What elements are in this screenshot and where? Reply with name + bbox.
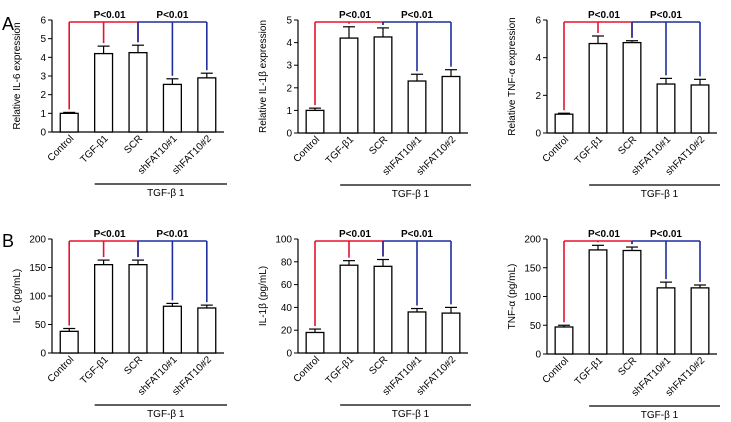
bar xyxy=(622,41,642,134)
y-tick-label: 6 xyxy=(40,16,46,27)
significance-label: P<0.01 xyxy=(339,10,371,21)
bar xyxy=(588,249,608,355)
bar xyxy=(554,113,574,134)
y-tick-label: 80 xyxy=(281,257,293,268)
bar xyxy=(197,77,217,133)
bar xyxy=(339,264,359,354)
bar xyxy=(305,331,325,354)
significance-label: P<0.01 xyxy=(588,10,620,21)
significance-label: P<0.01 xyxy=(94,10,126,21)
bar xyxy=(197,307,217,354)
bar xyxy=(339,37,359,134)
y-axis-label: Relative TNF-α expression xyxy=(507,17,518,135)
bar xyxy=(373,265,393,354)
bar xyxy=(588,42,608,134)
y-tick-label: 3 xyxy=(286,61,292,72)
group-label: TGF-β 1 xyxy=(641,410,679,421)
bar xyxy=(407,311,427,354)
y-tick-label: 4 xyxy=(286,38,292,49)
bar xyxy=(59,330,79,354)
y-tick-label: 150 xyxy=(29,263,46,274)
y-axis-label: IL-6 (pg/mL) xyxy=(12,269,23,323)
significance-label: P<0.01 xyxy=(650,10,682,21)
significance-label: P<0.01 xyxy=(339,229,371,240)
y-tick-label: 0 xyxy=(535,350,541,361)
y-axis-label: TNF-α (pg/mL) xyxy=(507,264,518,330)
y-tick-label: 2 xyxy=(286,83,292,94)
group-label: TGF-β 1 xyxy=(641,189,679,200)
significance-label: P<0.01 xyxy=(650,229,682,240)
bar xyxy=(305,109,325,134)
bar xyxy=(656,287,676,355)
panel-label-a: A xyxy=(2,14,14,34)
y-tick-label: 50 xyxy=(35,320,47,331)
significance-label: P<0.01 xyxy=(401,10,433,21)
y-tick-label: 5 xyxy=(286,16,292,27)
y-tick-label: 150 xyxy=(524,263,541,274)
y-tick-label: 0 xyxy=(286,129,292,140)
y-tick-label: 0 xyxy=(40,128,46,139)
bar xyxy=(441,312,461,354)
group-label: TGF-β 1 xyxy=(147,409,185,420)
y-tick-label: 50 xyxy=(530,321,542,332)
y-tick-label: 6 xyxy=(535,16,541,27)
y-tick-label: 100 xyxy=(29,292,46,303)
bar xyxy=(373,36,393,134)
y-tick-label: 1 xyxy=(286,106,292,117)
y-axis-label: Relative IL-6 expression xyxy=(12,22,23,129)
y-tick-label: 100 xyxy=(524,292,541,303)
significance-label: P<0.01 xyxy=(94,229,126,240)
y-tick-label: 100 xyxy=(275,235,292,246)
y-tick-label: 200 xyxy=(524,235,541,246)
y-tick-label: 4 xyxy=(535,53,541,64)
panel-label-b: B xyxy=(2,231,14,251)
y-tick-label: 2 xyxy=(535,91,541,102)
group-label: TGF-β 1 xyxy=(392,409,430,420)
y-axis-label: Relative IL-1β expression xyxy=(258,20,269,133)
bar xyxy=(162,305,182,354)
bar xyxy=(59,112,79,133)
significance-label: P<0.01 xyxy=(588,229,620,240)
y-tick-label: 200 xyxy=(29,235,46,246)
y-tick-label: 40 xyxy=(281,303,293,314)
bar xyxy=(690,84,710,134)
y-tick-label: 20 xyxy=(281,326,293,337)
significance-label: P<0.01 xyxy=(401,229,433,240)
bar xyxy=(128,52,148,133)
y-tick-label: 5 xyxy=(40,34,46,45)
y-tick-label: 60 xyxy=(281,280,293,291)
y-tick-label: 3 xyxy=(40,72,46,83)
y-tick-label: 2 xyxy=(40,90,46,101)
significance-label: P<0.01 xyxy=(156,10,188,21)
y-tick-label: 1 xyxy=(40,109,46,120)
significance-label: P<0.01 xyxy=(156,229,188,240)
bar xyxy=(128,263,148,354)
bar xyxy=(622,249,642,355)
bar xyxy=(441,75,461,134)
group-label: TGF-β 1 xyxy=(392,189,430,200)
y-tick-label: 0 xyxy=(535,129,541,140)
y-axis-label: IL-1β (pg/mL) xyxy=(258,266,269,326)
y-tick-label: 0 xyxy=(286,349,292,360)
bar xyxy=(407,80,427,134)
bar xyxy=(94,52,114,133)
bar xyxy=(554,326,574,355)
y-tick-label: 0 xyxy=(40,349,46,360)
bar xyxy=(94,263,114,354)
group-label: TGF-β 1 xyxy=(147,188,185,199)
bar xyxy=(690,287,710,355)
bar xyxy=(656,83,676,134)
bar xyxy=(162,83,182,133)
y-tick-label: 4 xyxy=(40,53,46,64)
